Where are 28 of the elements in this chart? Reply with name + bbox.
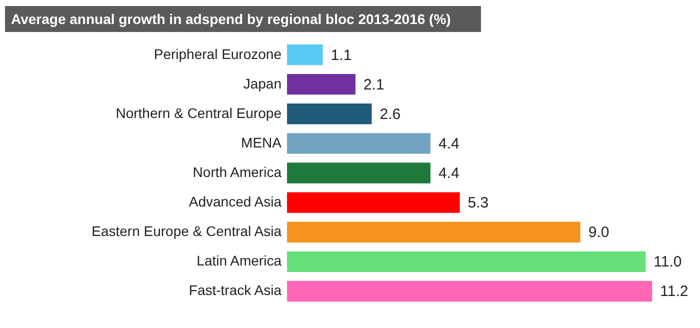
data-label: 5.3 xyxy=(468,194,489,212)
data-label: 1.1 xyxy=(330,46,352,64)
bar xyxy=(287,133,430,154)
y-tick-label: Eastern Europe & Central Asia xyxy=(92,223,282,240)
bar xyxy=(287,162,430,184)
data-label: 4.4 xyxy=(438,135,460,152)
bar xyxy=(287,104,372,124)
y-tick-label: Peripheral Eurozone xyxy=(154,46,282,62)
bar xyxy=(287,192,460,213)
y-tick-label: Northern & Central Europe xyxy=(116,104,282,121)
bar xyxy=(287,44,323,66)
bar xyxy=(287,280,652,302)
bar xyxy=(287,74,356,95)
y-tick-label: North America xyxy=(192,164,282,180)
y-tick-label: Fast-track Asia xyxy=(188,282,282,298)
bar xyxy=(287,222,580,242)
data-label: 2.1 xyxy=(363,76,384,94)
y-tick-label: MENA xyxy=(241,134,282,150)
data-label: 11.2 xyxy=(660,283,688,300)
data-label: 9.0 xyxy=(588,224,610,242)
data-label: 11.0 xyxy=(654,254,682,271)
y-tick-label: Latin America xyxy=(196,252,282,269)
chart-title: Average annual growth in adspend by regional bloc 2013-2016 (%) xyxy=(5,6,481,32)
y-tick-label: Advanced Asia xyxy=(188,194,282,210)
bar xyxy=(287,251,646,272)
data-label: 2.6 xyxy=(380,106,401,123)
y-tick-label: Japan xyxy=(243,75,282,92)
data-label: 4.4 xyxy=(438,165,460,182)
